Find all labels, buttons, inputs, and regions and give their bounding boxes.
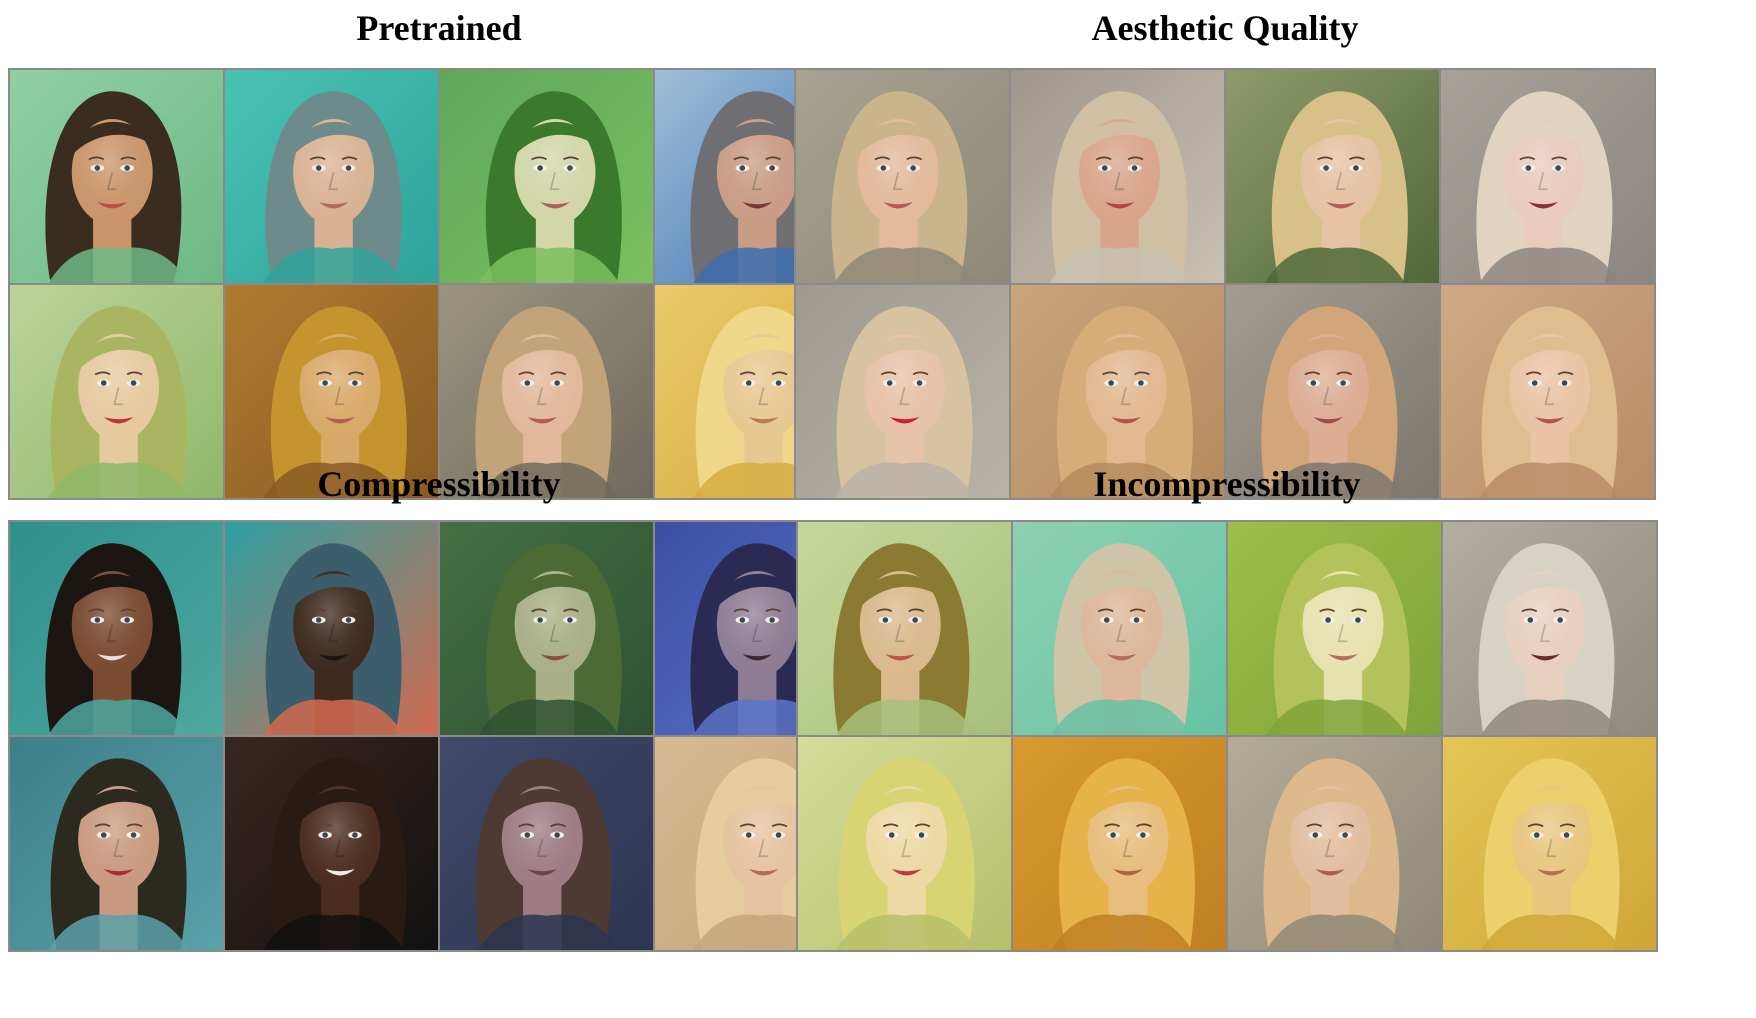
face-photo [796, 285, 1009, 498]
face-photo [1441, 70, 1654, 283]
face-photo [440, 522, 653, 735]
face-photo [225, 522, 438, 735]
image-grid [8, 520, 870, 952]
panel-title: Compressibility [317, 464, 561, 504]
panel-title: Aesthetic Quality [1091, 8, 1359, 48]
panel-aesthetic-quality: Aesthetic Quality [794, 0, 1656, 500]
image-grid [8, 68, 870, 500]
face-photo [10, 285, 223, 498]
face-photo [1011, 285, 1224, 498]
face-photo [796, 70, 1009, 283]
face-photo [1013, 522, 1226, 735]
face-photo [1013, 737, 1226, 950]
panel-incompressibility: Incompressibility [796, 460, 1658, 952]
panel-title: Incompressibility [1093, 464, 1361, 504]
image-grid [794, 68, 1656, 500]
face-photo [225, 285, 438, 498]
panel-title: Pretrained [356, 8, 522, 48]
face-photo [225, 737, 438, 950]
face-photo [1011, 70, 1224, 283]
face-photo [10, 737, 223, 950]
face-photo [1441, 285, 1654, 498]
face-photo [1228, 522, 1441, 735]
face-photo [10, 70, 223, 283]
face-photo [1226, 70, 1439, 283]
face-photo [440, 737, 653, 950]
face-photo [798, 522, 1011, 735]
face-photo [1443, 737, 1656, 950]
face-photo [10, 522, 223, 735]
panel-compressibility: Compressibility [8, 460, 870, 952]
face-photo [440, 70, 653, 283]
face-photo [225, 70, 438, 283]
panel-pretrained: Pretrained [8, 0, 870, 500]
face-photo [1443, 522, 1656, 735]
face-photo [1228, 737, 1441, 950]
face-photo [798, 737, 1011, 950]
face-photo [1226, 285, 1439, 498]
face-photo [440, 285, 653, 498]
image-grid [796, 520, 1658, 952]
